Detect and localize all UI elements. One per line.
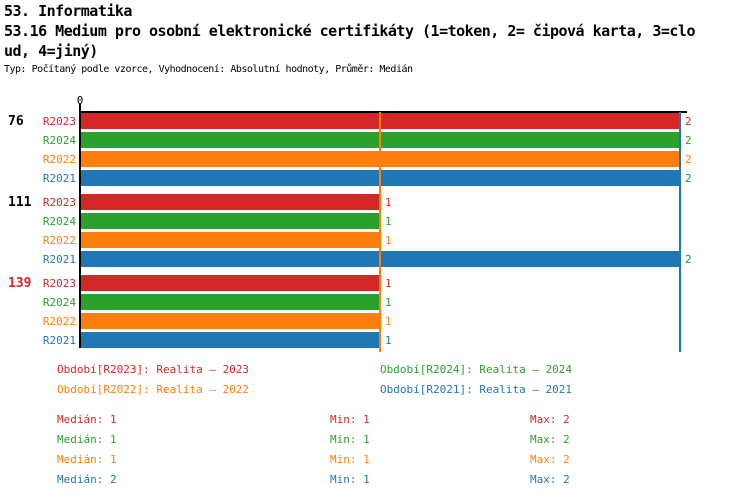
- bar-value-label: 1: [385, 315, 392, 328]
- stat-median: Medián: 1: [57, 413, 117, 426]
- series-row-label: R2021: [42, 253, 76, 266]
- stat-min: Min: 1: [330, 473, 370, 486]
- bar-value-label: 2: [685, 253, 692, 266]
- stat-median: Medián: 2: [57, 473, 117, 486]
- stat-median: Medián: 1: [57, 453, 117, 466]
- series-row-label: R2021: [42, 334, 76, 347]
- stat-min: Min: 1: [330, 453, 370, 466]
- question-title-line2: ud, 4=jiný): [4, 42, 98, 60]
- bar-value-label: 1: [385, 277, 392, 290]
- bar-value-label: 2: [685, 153, 692, 166]
- legend-item: Období[R2024]: Realita – 2024: [380, 363, 573, 376]
- bar: [81, 213, 380, 229]
- bar-value-label: 2: [685, 172, 692, 185]
- bar-value-label: 1: [385, 234, 392, 247]
- question-title-line1: 53.16 Medium pro osobní elektronické cer…: [4, 22, 696, 40]
- bar: [81, 332, 380, 348]
- bar: [81, 294, 380, 310]
- bar-value-label: 2: [685, 115, 692, 128]
- stat-max: Max: 2: [530, 413, 570, 426]
- series-row-label: R2022: [42, 153, 76, 166]
- group-label: 111: [8, 195, 32, 210]
- series-row-label: R2023: [42, 277, 76, 290]
- stat-max: Max: 2: [530, 433, 570, 446]
- legend-item: Období[R2021]: Realita – 2021: [380, 383, 573, 396]
- y-axis-line: [79, 104, 81, 348]
- x-axis-top-line: [79, 111, 687, 113]
- legend-item: Období[R2022]: Realita – 2022: [57, 383, 250, 396]
- bar-value-label: 1: [385, 196, 392, 209]
- bar: [81, 194, 380, 210]
- stat-max: Max: 2: [530, 473, 570, 486]
- stat-min: Min: 1: [330, 413, 370, 426]
- bar-value-label: 1: [385, 296, 392, 309]
- section-title: 53. Informatika: [4, 2, 132, 20]
- bar: [81, 313, 380, 329]
- series-row-label: R2022: [42, 315, 76, 328]
- series-row-label: R2022: [42, 234, 76, 247]
- bar-value-label: 1: [385, 334, 392, 347]
- series-row-label: R2021: [42, 172, 76, 185]
- series-row-label: R2024: [42, 215, 76, 228]
- bar: [81, 275, 380, 291]
- stat-min: Min: 1: [330, 433, 370, 446]
- meta-info: Typ: Počítaný podle vzorce, Vyhodnocení:…: [4, 64, 413, 75]
- stat-median: Medián: 1: [57, 433, 117, 446]
- series-row-label: R2023: [42, 115, 76, 128]
- series-row-label: R2023: [42, 196, 76, 209]
- legend-item: Období[R2023]: Realita – 2023: [57, 363, 250, 376]
- series-row-label: R2024: [42, 296, 76, 309]
- median-marker-line: [379, 112, 381, 352]
- bar: [81, 232, 380, 248]
- group-label: 76: [8, 114, 24, 129]
- group-label: 139: [8, 276, 32, 291]
- bar-value-label: 1: [385, 215, 392, 228]
- bar-value-label: 2: [685, 134, 692, 147]
- series-row-label: R2024: [42, 134, 76, 147]
- median-marker-line: [679, 112, 681, 352]
- x-axis-zero-tick-label: 0: [76, 94, 84, 107]
- stat-max: Max: 2: [530, 453, 570, 466]
